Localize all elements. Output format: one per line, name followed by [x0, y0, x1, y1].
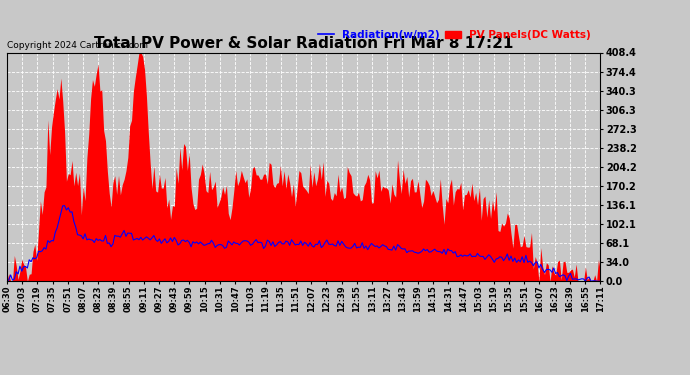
Title: Total PV Power & Solar Radiation Fri Mar 8 17:21: Total PV Power & Solar Radiation Fri Mar…: [94, 36, 513, 51]
Legend: Radiation(w/m2), PV Panels(DC Watts): Radiation(w/m2), PV Panels(DC Watts): [314, 26, 595, 44]
Text: Copyright 2024 Cartronics.com: Copyright 2024 Cartronics.com: [7, 41, 148, 50]
